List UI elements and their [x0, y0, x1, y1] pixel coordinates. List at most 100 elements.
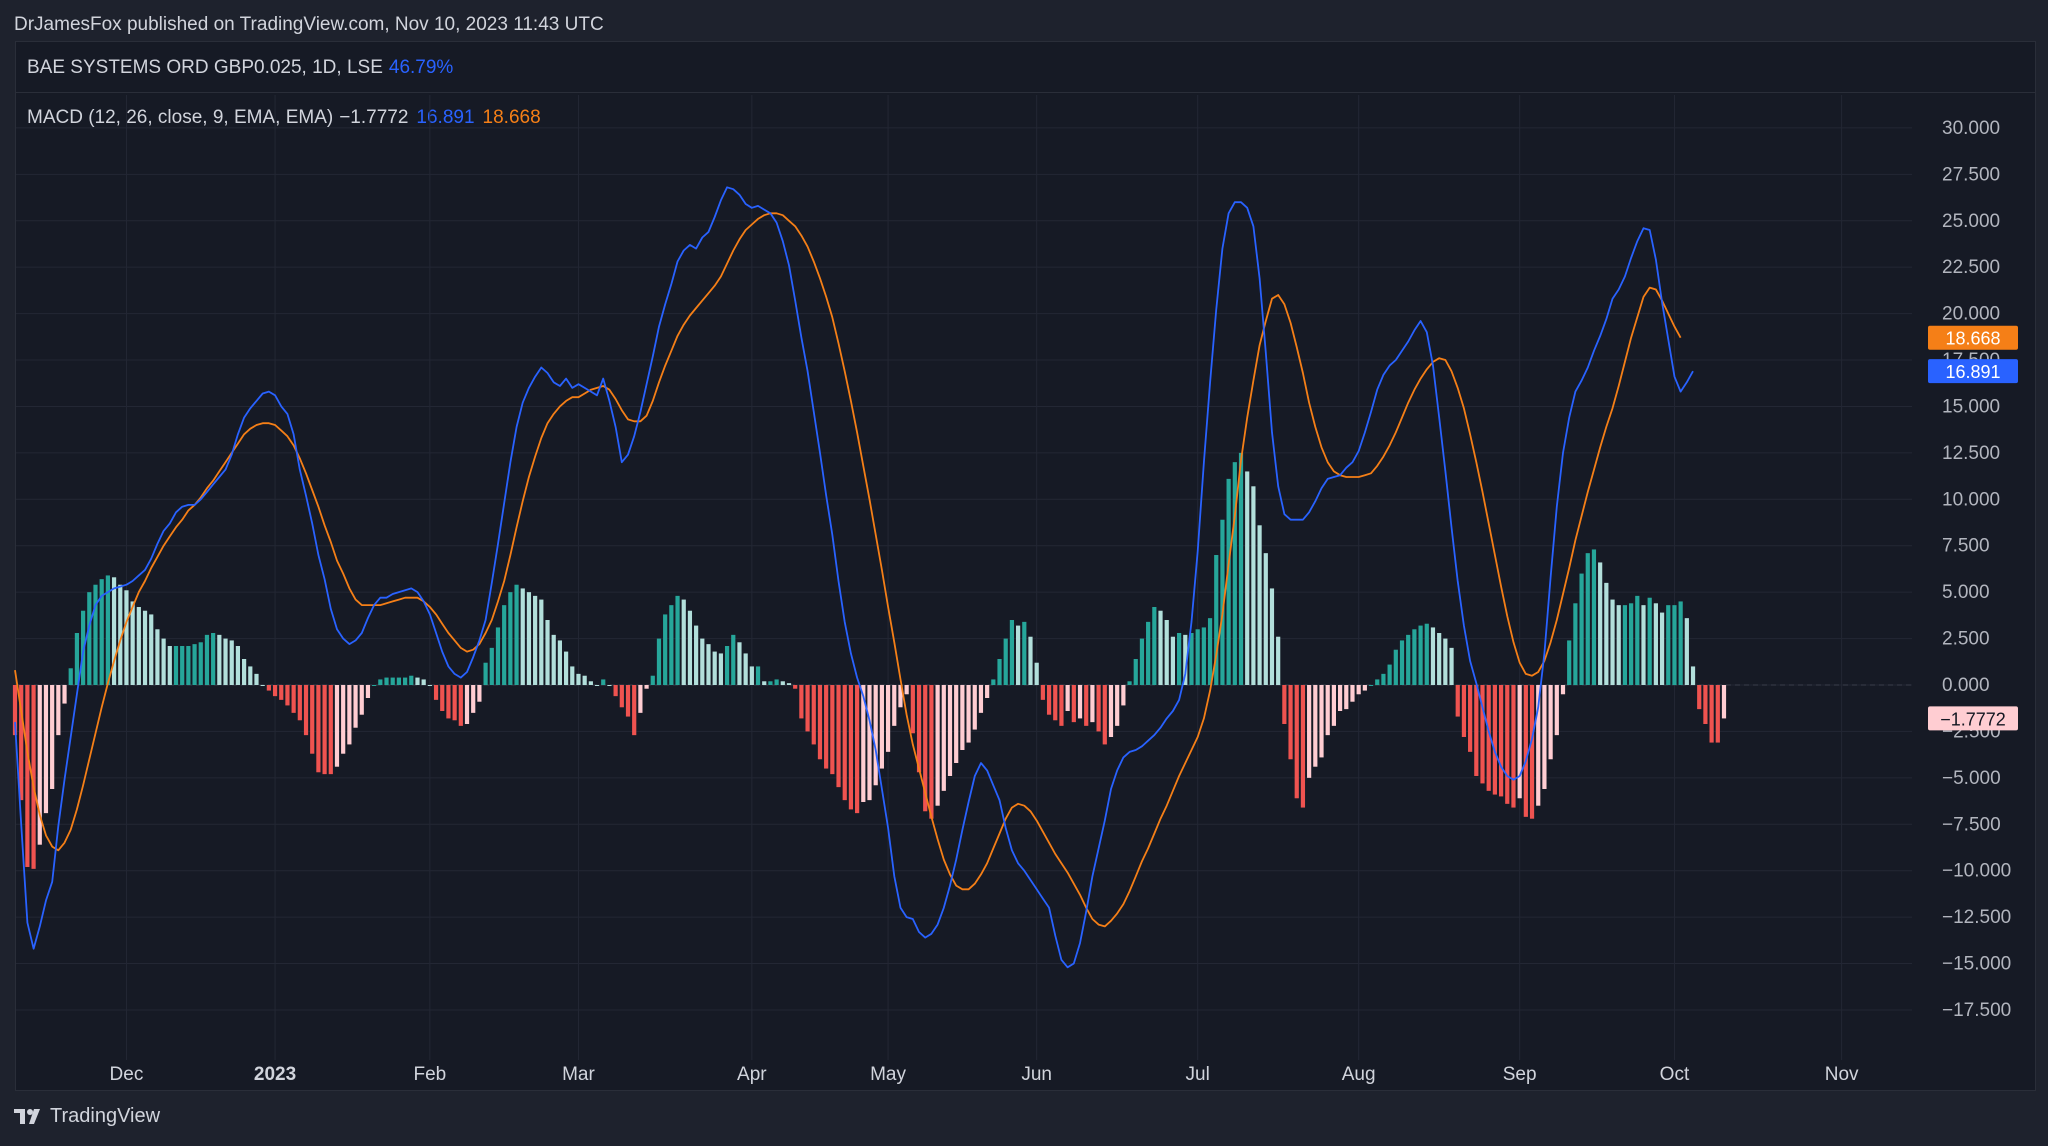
y-tick-label: 15.000: [1942, 396, 2000, 417]
histogram-bar: [625, 685, 631, 717]
signal-line: [14, 212, 1682, 928]
histogram-bar: [1430, 627, 1436, 685]
histogram-bar: [681, 599, 686, 685]
histogram-bar: [1300, 685, 1306, 808]
histogram-bar: [495, 627, 501, 685]
histogram-bar: [1529, 685, 1535, 819]
histogram-bar: [328, 685, 333, 775]
histogram-bar: [31, 685, 36, 869]
histogram-bar: [1604, 582, 1609, 685]
histogram-bar: [1152, 607, 1157, 685]
histogram-bar: [1325, 685, 1330, 736]
histogram-bar: [619, 685, 624, 708]
histogram-bar: [235, 646, 241, 685]
histogram-bar: [1480, 685, 1485, 784]
histogram-bar: [118, 584, 123, 685]
histogram-bar: [477, 685, 482, 702]
histogram-bar: [1690, 666, 1696, 685]
histogram-bar: [1337, 685, 1343, 711]
histogram-bar: [588, 681, 593, 685]
histogram-bar: [879, 685, 884, 769]
histogram-bar: [1684, 618, 1689, 685]
histogram-bar: [1610, 599, 1615, 685]
histogram-bar: [1201, 627, 1206, 685]
histogram-bar: [378, 679, 383, 685]
histogram-bar: [1548, 685, 1553, 760]
histogram-bar: [855, 685, 860, 814]
histogram-bar: [805, 685, 810, 732]
macd-last-value-bg: [1928, 359, 2018, 384]
histogram-bar: [991, 679, 996, 685]
hist-last-value: −1.7772: [1940, 709, 2006, 729]
histogram-bar: [539, 599, 544, 685]
histogram-bar: [396, 677, 402, 685]
histogram-bar: [1115, 685, 1120, 726]
histogram-bar: [644, 685, 649, 689]
histogram-bar: [446, 685, 451, 719]
histogram-bar: [402, 677, 408, 685]
histogram-bar: [768, 681, 773, 685]
histogram-bar: [1635, 595, 1640, 685]
histogram-bar: [848, 685, 854, 810]
histogram-bar: [1474, 685, 1479, 776]
histogram-bar: [1288, 685, 1293, 760]
histogram-bar: [1232, 462, 1237, 685]
y-tick-label: 2.500: [1942, 629, 1990, 650]
histogram-bar: [155, 629, 160, 685]
histogram-bar: [1269, 588, 1275, 685]
histogram-bar: [960, 685, 965, 750]
indicator-legend[interactable]: MACD (12, 26, close, 9, EMA, EMA) −1.7772…: [27, 107, 541, 129]
histogram-bar: [1653, 603, 1658, 685]
histogram-bar: [706, 644, 711, 685]
histogram-bar: [1697, 685, 1702, 710]
histogram-bar: [1090, 685, 1095, 723]
histogram-bar: [74, 633, 80, 685]
histogram-bar: [1567, 640, 1572, 685]
histogram-bar: [229, 640, 234, 685]
histogram-bar: [1183, 634, 1188, 685]
histogram-bar: [111, 577, 117, 685]
y-tick-label: 27.500: [1942, 164, 2000, 185]
histogram-bar: [904, 685, 909, 695]
histogram-bar: [56, 685, 61, 736]
symbol-name[interactable]: BAE SYSTEMS ORD GBP0.025, 1D, LSE: [27, 57, 383, 78]
histogram-bar: [1598, 562, 1603, 685]
histogram-bar: [1579, 573, 1584, 685]
histogram-bar: [755, 666, 761, 685]
tradingview-logo-icon: [14, 1108, 40, 1124]
histogram-bar: [824, 685, 829, 769]
histogram-bar: [254, 673, 259, 685]
histogram-bar: [694, 625, 699, 685]
histogram-bar: [1220, 519, 1225, 685]
histogram-bar: [99, 579, 104, 685]
histogram-bar: [1195, 629, 1200, 685]
histogram-bar: [1251, 486, 1256, 685]
histogram-bar: [297, 685, 302, 721]
histogram-bar: [817, 685, 823, 760]
histogram-bar: [433, 685, 439, 700]
histogram-bar: [1511, 685, 1516, 808]
x-tick-label: Jun: [1021, 1064, 1052, 1085]
histogram-bar: [594, 685, 600, 686]
histogram-bar: [508, 592, 513, 685]
histogram-bar: [365, 685, 371, 698]
signal-last-value-bg: [1928, 325, 2018, 350]
histogram-bar: [836, 685, 841, 788]
histogram-bar: [533, 595, 538, 685]
histogram-bar: [161, 638, 166, 685]
publisher-line: DrJamesFox published on TradingView.com,…: [14, 14, 604, 35]
histogram-bar: [1282, 685, 1287, 724]
histogram-bar: [285, 685, 290, 706]
histogram-bar: [409, 675, 414, 685]
histogram-bar: [1443, 638, 1448, 685]
histogram-bar: [440, 685, 445, 711]
x-tick-label: Mar: [562, 1064, 595, 1085]
histogram-bar: [310, 685, 315, 754]
histogram-bar: [774, 679, 779, 685]
histogram-bar: [1022, 621, 1027, 685]
y-tick-label: 30.000: [1942, 118, 2000, 139]
histogram-bar: [1040, 685, 1045, 700]
footer: TradingView: [14, 1105, 160, 1128]
histogram-bar: [1542, 685, 1547, 789]
